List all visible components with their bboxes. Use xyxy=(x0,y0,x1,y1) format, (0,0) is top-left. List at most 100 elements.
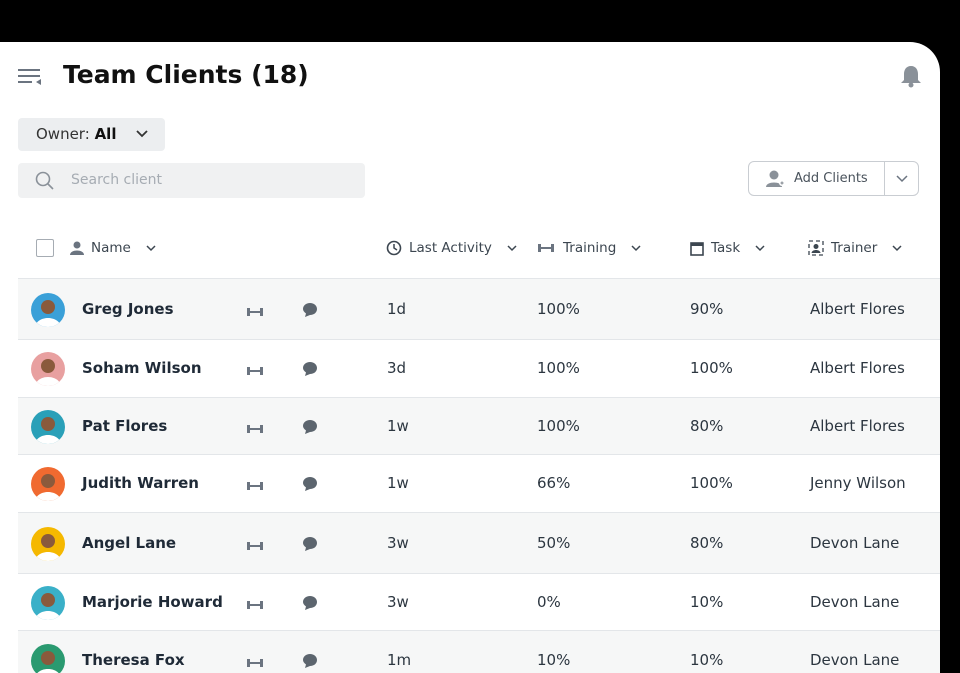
message-action[interactable] xyxy=(302,302,318,322)
column-header-label: Name xyxy=(91,240,131,256)
avatar xyxy=(31,526,65,561)
cell-text: 66% xyxy=(537,474,571,492)
training-action[interactable] xyxy=(245,596,265,615)
table-row[interactable] xyxy=(18,631,940,673)
add-user-icon xyxy=(766,170,785,187)
owner-value: All xyxy=(94,125,117,143)
avatar-figure xyxy=(35,416,61,444)
add-clients-label: Add Clients xyxy=(794,171,868,186)
dumbbell-icon xyxy=(247,541,263,550)
cell-text: 80% xyxy=(690,416,724,435)
client-name[interactable]: Angel Lane xyxy=(82,533,177,552)
cell-text: 1m xyxy=(387,651,412,669)
dumbbell-icon xyxy=(247,600,263,609)
message-action[interactable] xyxy=(302,361,318,381)
training-action[interactable] xyxy=(245,362,265,381)
message-action[interactable] xyxy=(302,653,318,673)
dumbbell-icon xyxy=(247,307,263,316)
cell-text: 10% xyxy=(537,651,571,669)
cell-text: 1w xyxy=(387,474,409,492)
avatar xyxy=(31,467,65,501)
training-action[interactable] xyxy=(245,420,265,439)
message-action[interactable] xyxy=(302,419,318,439)
cell-text: 100% xyxy=(537,359,580,377)
search-box[interactable]: Search client xyxy=(18,163,365,198)
chat-icon xyxy=(303,595,317,610)
cell-text: Albert Flores xyxy=(810,299,905,318)
column-header-label: Last Activity xyxy=(409,240,492,256)
owner-label: Owner: xyxy=(36,125,90,143)
cell-text: 100% xyxy=(537,299,580,318)
chevron xyxy=(631,244,641,251)
cell-text: Devon Lane xyxy=(810,533,900,552)
chat-icon xyxy=(303,477,317,491)
client-name[interactable]: Soham Wilson xyxy=(82,359,202,377)
column-header[interactable]: Training xyxy=(536,240,641,256)
message-action[interactable] xyxy=(302,536,318,556)
menu-icon[interactable] xyxy=(18,68,42,86)
table-row[interactable] xyxy=(18,513,940,574)
search-placeholder: Search client xyxy=(71,172,162,188)
chat-icon xyxy=(303,419,317,434)
cell-text: 3w xyxy=(387,592,409,611)
cell-text: 3w xyxy=(387,533,409,552)
chevron xyxy=(892,244,902,251)
chat-icon xyxy=(303,654,317,668)
avatar-figure xyxy=(35,474,61,501)
client-name[interactable]: Theresa Fox xyxy=(82,651,185,669)
trainer-icon xyxy=(808,240,824,256)
message-action[interactable] xyxy=(302,595,318,615)
avatar-figure xyxy=(35,359,61,386)
select-all-checkbox[interactable] xyxy=(36,239,54,257)
cell-text: 10% xyxy=(690,651,724,669)
column-header[interactable]: Task xyxy=(690,240,765,256)
avatar xyxy=(31,409,65,444)
client-name[interactable]: Marjorie Howard xyxy=(82,592,223,611)
notification-bell[interactable] xyxy=(900,64,922,88)
column-header[interactable]: Last Activity xyxy=(386,240,517,256)
column-header-label: Task xyxy=(711,240,741,256)
cell-text: 100% xyxy=(537,416,580,435)
dumbbell-icon xyxy=(247,659,263,667)
message-action[interactable] xyxy=(302,476,318,496)
table-row[interactable] xyxy=(18,279,940,340)
app-panel: Team Clients (18) Owner: All Search clie… xyxy=(0,42,940,673)
search-icon xyxy=(35,171,54,190)
table-row[interactable] xyxy=(18,398,940,455)
owner-filter[interactable]: Owner: All xyxy=(18,118,165,151)
training-action[interactable] xyxy=(245,654,265,673)
dumbbell-icon xyxy=(247,482,263,490)
cell-text: 1w xyxy=(387,416,409,435)
page-title: Team Clients (18) xyxy=(63,60,309,89)
avatar-figure xyxy=(37,651,59,673)
avatar xyxy=(31,585,65,620)
cell-text: 90% xyxy=(690,299,724,318)
client-name[interactable]: Judith Warren xyxy=(82,474,199,492)
dumbbell-icon xyxy=(247,367,263,375)
table-row[interactable] xyxy=(18,340,940,398)
chat-icon xyxy=(303,362,317,376)
cell-text: 10% xyxy=(690,592,724,611)
divider xyxy=(884,162,885,195)
avatar-figure xyxy=(35,533,61,561)
chevron[interactable] xyxy=(896,175,908,183)
cell-text: 0% xyxy=(537,592,561,611)
client-name[interactable]: Greg Jones xyxy=(82,299,174,318)
client-name[interactable]: Pat Flores xyxy=(82,416,168,435)
cell-text: Devon Lane xyxy=(810,651,900,669)
dumbbell-icon xyxy=(247,424,263,433)
training-action[interactable] xyxy=(245,303,265,322)
avatar xyxy=(31,292,65,327)
add-clients-button[interactable]: Add Clients xyxy=(748,161,919,196)
table-row[interactable] xyxy=(18,574,940,631)
table-row[interactable] xyxy=(18,455,940,513)
training-action[interactable] xyxy=(245,537,265,556)
column-header[interactable]: Trainer xyxy=(808,240,902,256)
dumbbell-icon xyxy=(538,244,554,252)
chat-icon xyxy=(303,536,317,551)
chevron xyxy=(146,244,156,251)
column-header[interactable]: Name xyxy=(70,240,156,256)
avatar xyxy=(31,644,65,673)
training-action[interactable] xyxy=(245,477,265,496)
avatar-figure xyxy=(35,299,61,327)
